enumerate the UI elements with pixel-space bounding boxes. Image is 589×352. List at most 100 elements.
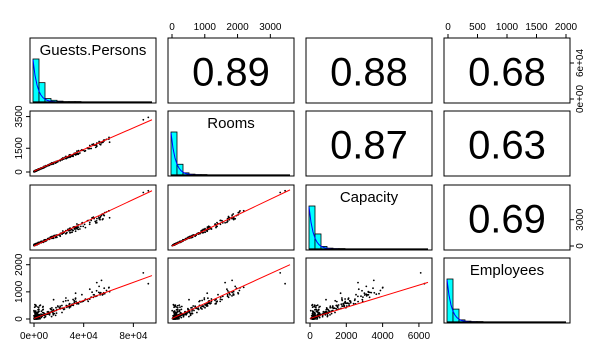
- scatter-point: [76, 150, 78, 153]
- scatter-point: [84, 149, 87, 152]
- histogram-bar: [452, 308, 460, 323]
- scatter-point: [215, 301, 218, 303]
- scatter-point: [330, 312, 333, 315]
- scatter-point: [55, 312, 58, 314]
- scatter-point: [343, 305, 346, 307]
- tick-label: 1000: [194, 22, 217, 33]
- scatter-point: [188, 311, 191, 314]
- scatter-point: [142, 191, 145, 194]
- scatter-point: [314, 318, 316, 320]
- panel-frame-r0-c2: [305, 37, 433, 104]
- scatter-point: [176, 304, 179, 307]
- scatter-point: [74, 297, 77, 300]
- tick-label: 0: [14, 316, 25, 322]
- scatter-point: [314, 308, 316, 311]
- scatter-point: [187, 307, 189, 310]
- scatter-point: [179, 306, 181, 308]
- scatter-point: [335, 300, 338, 303]
- scatter-point: [221, 298, 223, 301]
- tick-label: 1000: [496, 22, 519, 33]
- scatter-point: [180, 308, 183, 311]
- scatter-point: [316, 318, 318, 320]
- scatter-point: [73, 299, 76, 302]
- scatter-point: [79, 152, 81, 154]
- scatter-point: [41, 311, 44, 314]
- scatter-point: [370, 291, 373, 294]
- panel-frame-r1-c3: [443, 110, 571, 177]
- panel-frame-r2-c2: [305, 184, 433, 251]
- scatter-point: [94, 220, 97, 223]
- scatter-point: [95, 221, 98, 224]
- scatter-point: [375, 293, 378, 296]
- panel-frame-r3-c3: [443, 257, 571, 324]
- scatter-point: [88, 147, 91, 150]
- scatter-point: [204, 227, 206, 230]
- panel-frame-r1-c0: [29, 110, 157, 177]
- scatter-point: [188, 315, 190, 318]
- scatter-point: [242, 286, 245, 289]
- tick-label: 2000: [226, 22, 249, 33]
- scatter-point: [40, 316, 43, 319]
- scatter-point: [231, 214, 234, 217]
- scatter-point: [88, 221, 91, 224]
- scatter-point: [171, 309, 174, 312]
- tick-label: 6e+04: [575, 49, 586, 78]
- scatter-point: [142, 118, 145, 121]
- scatter-point: [52, 314, 55, 316]
- scatter-point: [237, 292, 240, 295]
- scatter-point: [62, 300, 65, 303]
- scatter-point: [319, 305, 321, 308]
- scatter-point: [37, 318, 40, 320]
- scatter-point: [33, 315, 36, 318]
- correlation-value: 0.68: [468, 51, 546, 95]
- tick-label: 1500: [525, 22, 548, 33]
- scatter-point: [215, 302, 218, 305]
- regression-line: [171, 264, 291, 319]
- scatter-point: [368, 296, 371, 299]
- scatter-point: [55, 306, 57, 309]
- scatter-point: [206, 302, 209, 305]
- scatter-point: [61, 230, 64, 232]
- scatter-point: [345, 305, 348, 307]
- scatter-point: [147, 116, 150, 119]
- scatter-point: [381, 286, 384, 289]
- scatter-point: [175, 318, 178, 320]
- variable-label-3: Employees: [470, 262, 544, 279]
- scatter-point: [363, 292, 366, 295]
- scatter-point: [341, 299, 344, 302]
- scatter-point: [191, 306, 193, 309]
- scatter-point: [34, 312, 36, 315]
- scatter-point: [35, 311, 38, 314]
- tick-label: 2000: [335, 331, 358, 342]
- scatter-point: [206, 292, 209, 295]
- scatter-point: [61, 311, 63, 314]
- scatter-point: [95, 289, 98, 292]
- tick-label: 3000: [259, 22, 282, 33]
- scatter-point: [231, 279, 234, 282]
- scatter-point: [313, 305, 315, 308]
- tick-label: 0: [14, 169, 25, 175]
- scatter-point: [79, 228, 81, 230]
- tick-label: 8e+04: [119, 331, 148, 342]
- scatter-point: [63, 308, 66, 310]
- scatter-point: [219, 219, 222, 222]
- scatter-point: [68, 302, 71, 305]
- tick-label: 1000: [14, 280, 25, 303]
- scatter-point: [232, 290, 235, 293]
- panel-frame-r0-c1: [167, 37, 295, 104]
- scatter-point: [219, 300, 222, 303]
- panel-frame-r2-c1: [167, 184, 295, 251]
- scatter-point: [65, 232, 68, 235]
- scatter-point: [331, 306, 334, 309]
- scatter-point: [176, 306, 179, 309]
- scatter-point: [357, 295, 359, 298]
- scatter-point: [91, 291, 93, 294]
- scatter-point: [315, 304, 318, 307]
- scatter-point: [204, 231, 207, 234]
- scatter-point: [99, 216, 101, 219]
- scatter-point: [191, 310, 193, 312]
- panel-frame-r3-c1: [167, 257, 295, 324]
- scatter-point: [210, 298, 213, 300]
- scatter-point: [232, 218, 235, 221]
- panel-frame-r1-c1: [167, 110, 295, 177]
